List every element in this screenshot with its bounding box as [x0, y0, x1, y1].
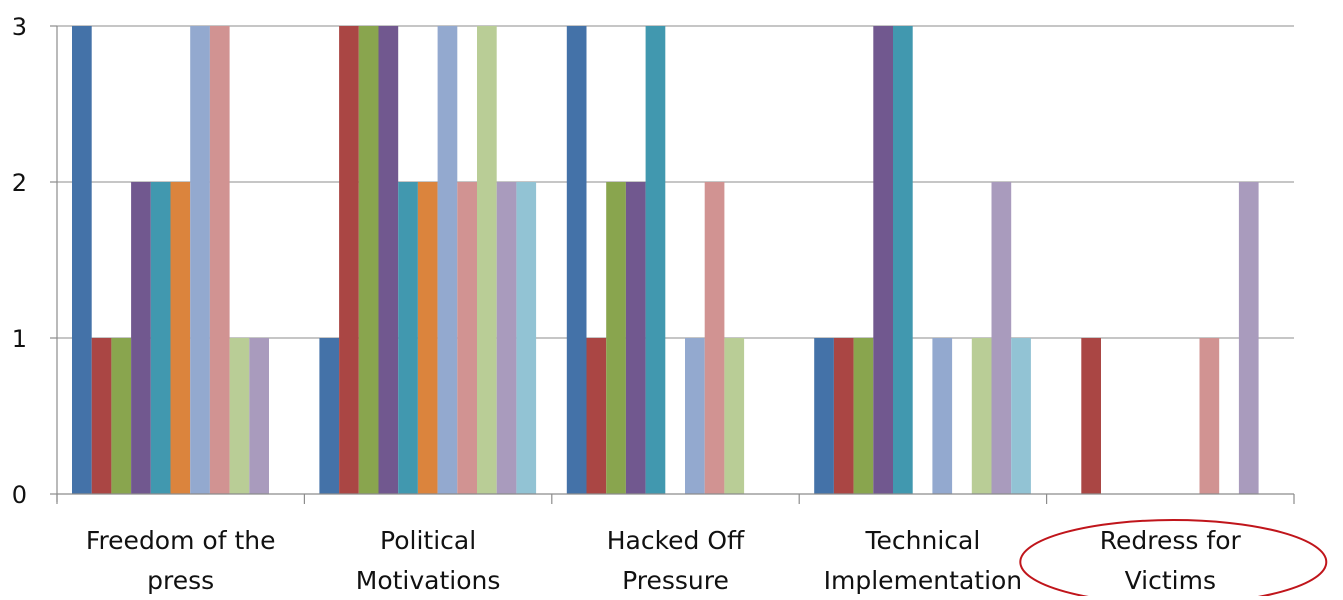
bar	[249, 338, 269, 494]
bar	[437, 26, 458, 494]
highlight	[1019, 519, 1328, 600]
bar	[586, 338, 607, 494]
bar	[457, 182, 477, 494]
bar	[150, 182, 171, 494]
bar	[893, 26, 913, 494]
axes	[50, 25, 1295, 504]
y-tick-label: 1	[12, 325, 27, 353]
bar	[873, 26, 893, 494]
category-label: Pressure	[622, 566, 729, 595]
bar	[991, 182, 1012, 494]
bar	[606, 182, 626, 494]
bar	[72, 26, 92, 494]
bar	[358, 26, 379, 494]
bar	[833, 338, 854, 494]
category-label: Political	[380, 526, 476, 555]
bar	[724, 338, 745, 494]
bar	[853, 338, 874, 494]
bar	[1238, 182, 1259, 494]
y-tick-label: 2	[12, 169, 27, 197]
category-label: Freedom of the	[86, 526, 276, 555]
bar	[91, 338, 112, 494]
category-label: press	[147, 566, 214, 595]
bar	[1011, 338, 1031, 494]
bar	[814, 338, 834, 494]
bar	[378, 26, 399, 494]
bar	[229, 338, 250, 494]
bar	[131, 182, 151, 494]
bars	[72, 26, 1259, 494]
bar	[477, 26, 497, 494]
category-label: Technical	[865, 526, 981, 555]
bar	[932, 338, 953, 494]
category-label: Redress for	[1100, 526, 1242, 555]
bar	[685, 338, 705, 494]
bar	[516, 182, 537, 494]
category-label: Motivations	[356, 566, 501, 595]
bar	[398, 182, 418, 494]
category-label: Implementation	[824, 566, 1023, 595]
y-tick-label: 3	[12, 13, 27, 41]
bar	[496, 182, 517, 494]
bar	[417, 182, 438, 494]
labels: 0 1 2 3 Freedom of the press Political Motivati…	[12, 13, 1242, 595]
bar	[645, 26, 666, 494]
bar	[111, 338, 132, 494]
category-label: Hacked Off	[607, 526, 745, 555]
bar	[170, 182, 191, 494]
bar	[319, 338, 340, 494]
bar	[971, 338, 992, 494]
bar	[339, 26, 359, 494]
bar	[190, 26, 210, 494]
y-tick-label: 0	[12, 481, 27, 509]
gridlines	[57, 25, 1294, 339]
bar	[704, 182, 725, 494]
category-label: Victims	[1125, 566, 1216, 595]
bar	[625, 182, 646, 494]
bar	[209, 26, 230, 494]
bar	[1199, 338, 1220, 494]
highlight-circle	[1019, 519, 1328, 600]
bar	[1081, 338, 1101, 494]
bar	[566, 26, 587, 494]
